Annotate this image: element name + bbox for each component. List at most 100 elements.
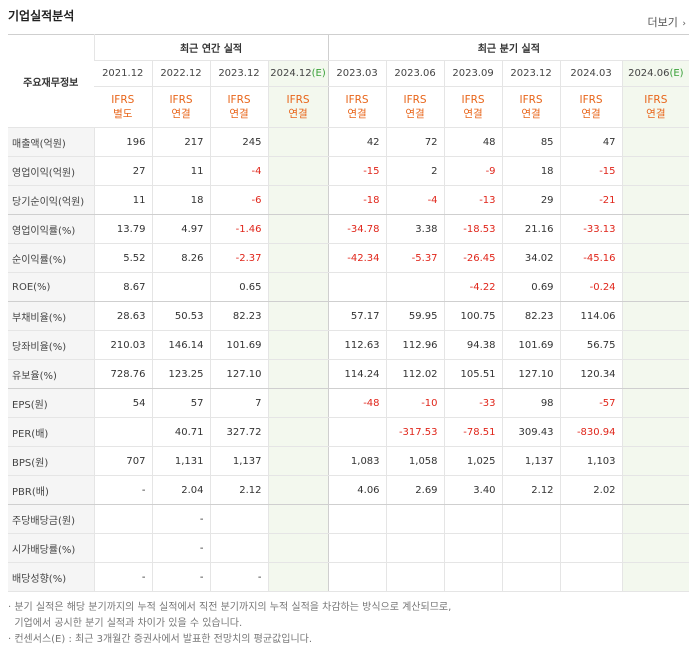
table-cell: 82.23 — [209, 301, 268, 331]
table-cell: 127.10 — [209, 359, 268, 389]
table-cell — [385, 562, 445, 592]
row-label: PBR(배) — [8, 475, 94, 505]
table-cell — [621, 504, 690, 534]
row-label: 영업이익(억원) — [8, 156, 94, 186]
table-cell — [267, 272, 329, 302]
table-cell — [267, 185, 329, 215]
row-label: BPS(원) — [8, 446, 94, 476]
annual-group-header: 최근 연간 실적 — [93, 34, 329, 61]
period-header: 2023.03 — [327, 60, 387, 87]
table-cell — [385, 504, 445, 534]
ifrs-label: IFRS — [227, 94, 251, 106]
ifrs-label: IFRS — [169, 94, 193, 106]
row-label: 순이익률(%) — [8, 243, 94, 273]
table-cell: 2 — [385, 156, 445, 186]
table-cell — [327, 417, 387, 447]
table-cell — [93, 417, 152, 447]
table-cell — [267, 417, 329, 447]
table-cell: 3.40 — [443, 475, 503, 505]
table-cell: - — [93, 562, 152, 592]
table-cell: 11 — [93, 185, 152, 215]
table-cell: -4 — [385, 185, 445, 215]
table-cell: 72 — [385, 127, 445, 157]
table-row: 당좌비율(%) 210.03 146.14 101.69 112.63 112.96 94.… — [8, 330, 690, 360]
table-cell: -33 — [443, 388, 503, 418]
table-cell — [443, 562, 503, 592]
table-cell: 728.76 — [93, 359, 152, 389]
table-cell — [559, 504, 623, 534]
table-cell — [621, 388, 690, 418]
period-header: 2022.12 — [151, 60, 210, 87]
table-cell: 21.16 — [501, 214, 561, 244]
row-label: ROE(%) — [8, 272, 94, 302]
table-cell: 59.95 — [385, 301, 445, 331]
basis-label: 연결 — [171, 108, 191, 120]
table-cell: -4.22 — [443, 272, 503, 302]
table-cell: -0.24 — [559, 272, 623, 302]
more-link[interactable]: 더보기 › — [648, 14, 686, 30]
row-label: 당기순이익(억원) — [8, 185, 94, 215]
table-cell — [267, 330, 329, 360]
row-label: 매출액(억원) — [8, 127, 94, 157]
table-cell: -2.37 — [209, 243, 268, 273]
table-cell: 7 — [209, 388, 268, 418]
table-cell: 1,131 — [151, 446, 210, 476]
quarter-group-header: 최근 분기 실적 — [327, 34, 690, 61]
table-cell: 3.38 — [385, 214, 445, 244]
table-cell: 94.38 — [443, 330, 503, 360]
row-label: 부채비율(%) — [8, 301, 94, 331]
table-cell — [267, 446, 329, 476]
table-cell: 112.02 — [385, 359, 445, 389]
table-cell: 27 — [93, 156, 152, 186]
table-cell: 210.03 — [93, 330, 152, 360]
table-cell: 13.79 — [93, 214, 152, 244]
table-cell: 8.26 — [151, 243, 210, 273]
table-cell — [385, 272, 445, 302]
table-cell: -6 — [209, 185, 268, 215]
table-row: 시가배당률(%) - — [8, 533, 690, 563]
table-row: 부채비율(%) 28.63 50.53 82.23 57.17 59.95 100.75 82… — [8, 301, 690, 331]
row-label: 유보율(%) — [8, 359, 94, 389]
table-cell: 327.72 — [209, 417, 268, 447]
table-cell: 34.02 — [501, 243, 561, 273]
table-row: 유보율(%) 728.76 123.25 127.10 114.24 112.02 105.… — [8, 359, 690, 389]
table-row: 배당성향(%) - - - — [8, 562, 690, 592]
table-cell: - — [151, 533, 210, 563]
table-cell — [621, 533, 690, 563]
table-cell — [327, 272, 387, 302]
table-cell: 114.24 — [327, 359, 387, 389]
table-cell — [621, 359, 690, 389]
accounting-basis: IFRS 연결 — [327, 86, 387, 128]
table-cell — [267, 533, 329, 563]
table-cell: - — [93, 475, 152, 505]
period-label: 2023.12 — [510, 68, 552, 79]
table-cell: 85 — [501, 127, 561, 157]
table-cell: 1,137 — [501, 446, 561, 476]
accounting-basis: IFRS 별도 — [94, 86, 152, 128]
table-cell: 123.25 — [151, 359, 210, 389]
table-cell: 50.53 — [151, 301, 210, 331]
table-cell — [559, 533, 623, 563]
basis-label: 연결 — [347, 108, 367, 120]
period-header: 2023.12 — [209, 60, 268, 87]
table-cell: -4 — [209, 156, 268, 186]
table-cell — [327, 533, 387, 563]
table-cell: 112.96 — [385, 330, 445, 360]
table-cell: -78.51 — [443, 417, 503, 447]
table-cell: 11 — [151, 156, 210, 186]
table-cell: 100.75 — [443, 301, 503, 331]
ifrs-label: IFRS — [519, 94, 543, 106]
period-label: 2021.12 — [102, 68, 144, 79]
accounting-basis: IFRS 연결 — [621, 86, 690, 128]
table-cell — [151, 272, 210, 302]
period-label: 2023.06 — [394, 68, 436, 79]
ifrs-label: IFRS — [644, 94, 668, 106]
table-cell — [621, 330, 690, 360]
table-cell: -21 — [559, 185, 623, 215]
period-label: 2024.12 — [270, 68, 312, 79]
table-cell: -15 — [327, 156, 387, 186]
table-cell: 8.67 — [93, 272, 152, 302]
table-cell: 146.14 — [151, 330, 210, 360]
table-cell — [267, 156, 329, 186]
table-cell: -15 — [559, 156, 623, 186]
